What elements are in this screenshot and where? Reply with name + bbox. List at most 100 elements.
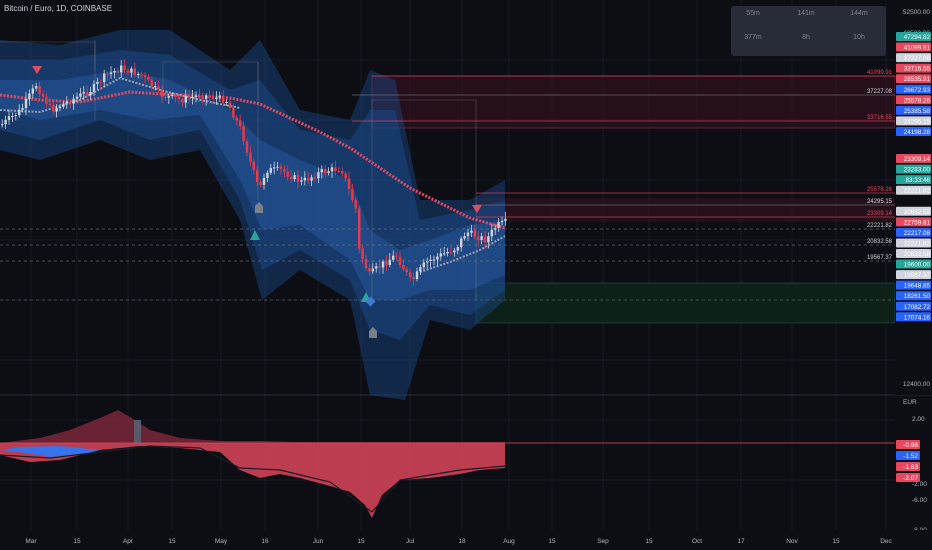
candle-body	[439, 253, 442, 257]
time-tick: 15	[645, 538, 653, 545]
candle-body	[354, 200, 357, 209]
timeframe-label[interactable]: 8h	[802, 34, 810, 41]
candle-body	[422, 262, 425, 268]
osc-label-bg	[896, 462, 920, 471]
time-tick: Jun	[313, 538, 324, 545]
pin-marker	[255, 202, 263, 213]
price-axis: 52500.0048500.0044500.0037227.0824132.98…	[895, 0, 932, 534]
timeframe-label[interactable]: 10h	[853, 34, 865, 41]
candle-body	[351, 188, 354, 201]
candle-body	[405, 269, 408, 273]
candle-body	[62, 103, 65, 107]
candle-body	[494, 228, 497, 230]
candle-body	[208, 95, 211, 98]
price-label-bg	[896, 301, 931, 311]
level-label: 22221.82	[867, 223, 893, 229]
oscillator-negative	[0, 443, 505, 518]
candle-body	[14, 115, 17, 117]
candle-body	[286, 171, 289, 177]
candle-body	[381, 261, 385, 268]
candle-body	[188, 96, 191, 98]
candle-body	[290, 176, 293, 180]
candle-body	[232, 107, 235, 118]
candle-body	[361, 248, 364, 259]
price-label: 26672.93	[904, 87, 931, 94]
candle-body	[65, 101, 68, 104]
candle-body	[123, 65, 126, 71]
price-label: 19600.00	[904, 262, 931, 269]
price-label: 22217.08	[904, 230, 931, 237]
candle-body	[239, 120, 242, 127]
candle-body	[45, 96, 48, 104]
price-label: 18261.50	[904, 293, 931, 300]
timeframe-label[interactable]: 141m	[797, 10, 815, 17]
diamond-marker	[365, 296, 376, 307]
candle-body	[211, 97, 215, 100]
candle-body	[160, 88, 164, 97]
candle-body	[113, 70, 116, 73]
candle-body	[330, 167, 334, 172]
candle-body	[358, 208, 361, 249]
candle-body	[225, 102, 228, 104]
price-label: 24295.15	[904, 118, 931, 125]
price-label: 41099.91	[904, 45, 931, 52]
candle-body	[7, 116, 11, 120]
candle-body	[276, 166, 279, 168]
guide-line	[163, 61, 259, 100]
demand-zone	[476, 283, 895, 323]
price-label-bg	[896, 270, 931, 280]
timeframe-label[interactable]: 144m	[850, 10, 868, 17]
candle-body	[480, 236, 483, 241]
price-label-bg	[896, 95, 931, 105]
candle-body	[157, 86, 160, 89]
level-label: 19567.37	[867, 255, 893, 261]
oscillator-blue	[0, 446, 100, 457]
candle-body	[477, 236, 480, 241]
price-label-bg	[896, 238, 931, 248]
candle-body	[69, 101, 72, 104]
osc-label: -1.52	[903, 453, 918, 460]
price-label-bg	[896, 291, 931, 301]
candle-body	[11, 115, 14, 117]
price-label: 22221.82	[904, 188, 931, 195]
time-tick: 15	[73, 538, 81, 545]
time-tick: 17	[737, 538, 745, 545]
candle-body	[82, 92, 85, 94]
price-label-bg	[896, 175, 931, 185]
candle-body	[378, 266, 381, 268]
candle-body	[317, 172, 320, 179]
candle-body	[92, 83, 96, 93]
osc-tick: -2.00	[912, 481, 927, 488]
candle-body	[245, 141, 249, 153]
candle-body	[504, 218, 507, 221]
candle-body	[395, 255, 398, 257]
price-label-bg	[896, 280, 931, 290]
candle-body	[300, 180, 303, 182]
time-tick: Dec	[880, 538, 892, 545]
candle-body	[120, 65, 123, 73]
candle-body	[500, 220, 504, 223]
guide-line	[372, 99, 477, 150]
candle-body	[490, 229, 493, 237]
price-label-bg	[896, 154, 931, 164]
candle-body	[218, 95, 221, 98]
oscillator	[0, 410, 895, 518]
timeframe-label[interactable]: 55m	[746, 10, 760, 17]
candle-body	[252, 161, 255, 171]
candle-body	[249, 152, 252, 162]
price-label: 37227.08	[904, 55, 931, 62]
time-tick: Apr	[123, 538, 134, 545]
candle-body	[429, 259, 432, 261]
oscillator-highlight	[134, 420, 141, 443]
candle-body	[456, 247, 459, 251]
candle-body	[364, 258, 368, 269]
candle-body	[38, 86, 41, 95]
candle-body	[154, 86, 157, 88]
candle-body	[341, 171, 344, 174]
candle-body	[21, 108, 24, 110]
candle-body	[228, 102, 232, 108]
candle-body	[89, 92, 92, 96]
timeframe-label[interactable]: 377m	[744, 34, 762, 41]
candle-body	[487, 236, 490, 243]
